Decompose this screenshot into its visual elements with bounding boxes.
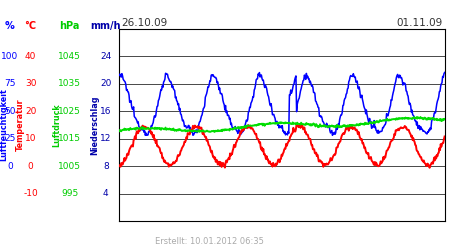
Text: 8: 8 bbox=[103, 162, 108, 171]
Text: 1045: 1045 bbox=[58, 52, 81, 61]
Text: mm/h: mm/h bbox=[90, 21, 121, 31]
Text: 995: 995 bbox=[61, 189, 78, 198]
Text: 100: 100 bbox=[1, 52, 18, 61]
Text: 75: 75 bbox=[4, 79, 16, 88]
Text: 1025: 1025 bbox=[58, 107, 81, 116]
Text: °C: °C bbox=[25, 21, 36, 31]
Text: 1005: 1005 bbox=[58, 162, 81, 171]
Text: Niederschlag: Niederschlag bbox=[90, 95, 99, 155]
Text: 10: 10 bbox=[25, 134, 36, 143]
Text: 30: 30 bbox=[25, 79, 36, 88]
Text: hPa: hPa bbox=[59, 21, 80, 31]
Text: 40: 40 bbox=[25, 52, 36, 61]
Text: 24: 24 bbox=[100, 52, 112, 61]
Text: 1015: 1015 bbox=[58, 134, 81, 143]
Text: 0: 0 bbox=[7, 162, 13, 171]
Text: 0: 0 bbox=[28, 162, 33, 171]
Text: Luftfeuchtigkeit: Luftfeuchtigkeit bbox=[0, 89, 8, 162]
Text: 16: 16 bbox=[100, 107, 112, 116]
Text: 26.10.09: 26.10.09 bbox=[122, 18, 168, 28]
Text: 20: 20 bbox=[25, 107, 36, 116]
Text: 25: 25 bbox=[4, 134, 16, 143]
Text: Luftdruck: Luftdruck bbox=[52, 103, 61, 147]
Text: %: % bbox=[5, 21, 15, 31]
Text: Temperatur: Temperatur bbox=[16, 99, 25, 151]
Text: Erstellt: 10.01.2012 06:35: Erstellt: 10.01.2012 06:35 bbox=[155, 236, 264, 246]
Text: 20: 20 bbox=[100, 79, 112, 88]
Text: 4: 4 bbox=[103, 189, 108, 198]
Text: 01.11.09: 01.11.09 bbox=[396, 18, 442, 28]
Text: 12: 12 bbox=[100, 134, 112, 143]
Text: -10: -10 bbox=[23, 189, 38, 198]
Text: 50: 50 bbox=[4, 107, 16, 116]
Text: 1035: 1035 bbox=[58, 79, 81, 88]
